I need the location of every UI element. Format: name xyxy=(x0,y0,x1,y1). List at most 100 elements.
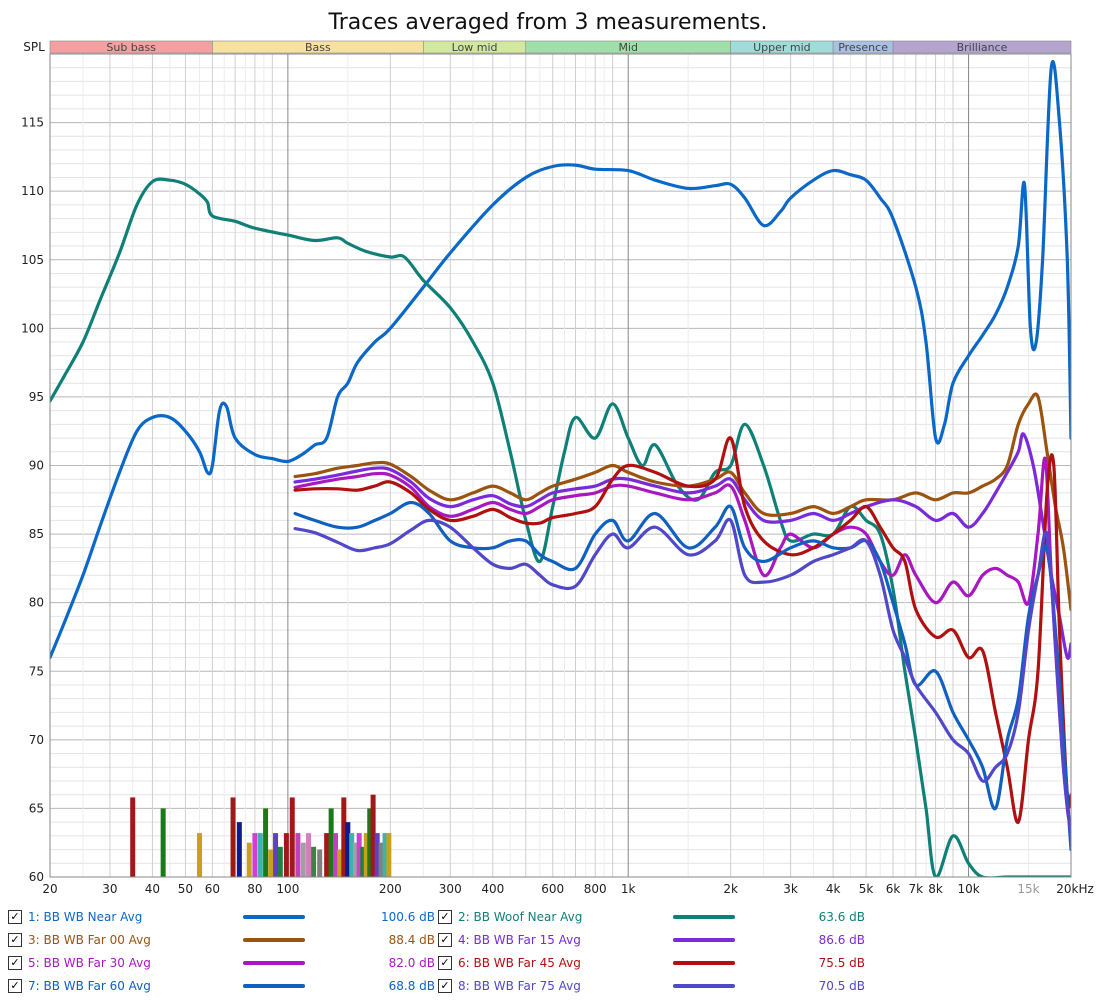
legend-label: 5: BB WB Far 30 Avg xyxy=(28,956,151,970)
legend-label: 1: BB WB Near Avg xyxy=(28,910,143,924)
legend-item-1: ✓ 1: BB WB Near Avg 100.6 dB xyxy=(8,906,435,928)
x-tick-label: 15k xyxy=(1017,882,1039,896)
x-tick-label: 30 xyxy=(102,882,117,896)
x-tick-label: 800 xyxy=(584,882,607,896)
y-axis-label: SPL xyxy=(23,40,45,54)
x-tick-label: 60 xyxy=(205,882,220,896)
y-tick-label: 65 xyxy=(29,801,44,815)
bar-22 xyxy=(337,849,343,877)
y-tick-label: 115 xyxy=(21,116,44,130)
legend-swatch xyxy=(243,915,305,919)
legend-value: 86.6 dB xyxy=(818,933,865,947)
spl-chart: Traces averaged from 3 measurements. SPL… xyxy=(21,10,1094,896)
series-line-3 xyxy=(293,392,1071,612)
bar-21 xyxy=(332,833,338,877)
bar-34 xyxy=(382,833,388,877)
bar-7 xyxy=(257,833,263,877)
legend: ✓ 1: BB WB Near Avg 100.6 dB ✓ 2: BB Woof Ne… xyxy=(0,904,1097,1001)
band-label-5: Presence xyxy=(838,41,888,54)
y-tick-label: 80 xyxy=(29,596,44,610)
series-line-2 xyxy=(50,177,1071,877)
legend-swatch xyxy=(243,938,305,942)
legend-item-8: ✓ 8: BB WB Far 75 Avg 70.5 dB xyxy=(438,975,865,997)
y-tick-label: 90 xyxy=(29,459,44,473)
x-tick-label: 2k xyxy=(723,882,738,896)
bar-6 xyxy=(252,833,258,877)
legend-value: 75.5 dB xyxy=(818,956,865,970)
legend-checkbox[interactable]: ✓ xyxy=(8,933,22,947)
bar-1 xyxy=(160,808,166,877)
x-tick-label: 10k xyxy=(957,882,979,896)
legend-swatch xyxy=(673,938,735,942)
legend-swatch xyxy=(673,961,735,965)
series-lines xyxy=(50,59,1071,877)
legend-value: 82.0 dB xyxy=(388,956,435,970)
bar-29 xyxy=(363,833,369,877)
bar-33 xyxy=(378,842,384,877)
series-line-7 xyxy=(293,500,1071,852)
legend-item-7: ✓ 7: BB WB Far 60 Avg 68.8 dB xyxy=(8,975,435,997)
bar-23 xyxy=(341,797,347,877)
legend-checkbox[interactable]: ✓ xyxy=(8,956,22,970)
chart-title: Traces averaged from 3 measurements. xyxy=(328,10,768,35)
legend-checkbox[interactable]: ✓ xyxy=(8,910,22,924)
y-tick-label: 110 xyxy=(21,184,44,198)
bar-12 xyxy=(283,833,289,877)
legend-item-5: ✓ 5: BB WB Far 30 Avg 82.0 dB xyxy=(8,952,435,974)
y-tick-label: 100 xyxy=(21,321,44,335)
x-tick-label: 20kHz xyxy=(1056,882,1094,896)
x-tick-label: 300 xyxy=(439,882,462,896)
x-tick-label: 200 xyxy=(379,882,402,896)
y-tick-labels: 60 65 70 75 80 85 90 95 100 105 110 115 xyxy=(21,116,44,884)
series-line-5 xyxy=(293,456,1071,824)
x-tick-label: 7k xyxy=(909,882,924,896)
series-line-8 xyxy=(293,517,1071,838)
bar-15 xyxy=(300,842,306,877)
bar-30 xyxy=(367,808,373,877)
bar-19 xyxy=(324,833,330,877)
x-tick-label: 100 xyxy=(276,882,299,896)
legend-swatch xyxy=(243,961,305,965)
band-label-6: Brilliance xyxy=(957,41,1008,54)
y-tick-label: 75 xyxy=(29,664,44,678)
bar-3 xyxy=(230,797,236,877)
legend-item-6: ✓ 6: BB WB Far 45 Avg 75.5 dB xyxy=(438,952,865,974)
x-tick-label: 80 xyxy=(247,882,262,896)
y-tick-label: 70 xyxy=(29,733,44,747)
x-tick-label: 8k xyxy=(928,882,943,896)
y-tick-label: 85 xyxy=(29,527,44,541)
legend-value: 70.5 dB xyxy=(818,979,865,993)
legend-label: 7: BB WB Far 60 Avg xyxy=(28,979,151,993)
legend-checkbox[interactable]: ✓ xyxy=(438,910,452,924)
x-tick-label: 400 xyxy=(481,882,504,896)
x-tick-label: 4k xyxy=(826,882,841,896)
bar-24 xyxy=(345,822,351,877)
legend-value: 63.6 dB xyxy=(818,910,865,924)
legend-value: 88.4 dB xyxy=(388,933,435,947)
bar-35 xyxy=(386,833,392,877)
legend-item-4: ✓ 4: BB WB Far 15 Avg 86.6 dB xyxy=(438,929,865,951)
band-label-4: Upper mid xyxy=(753,41,811,54)
legend-checkbox[interactable]: ✓ xyxy=(438,933,452,947)
bar-27 xyxy=(356,833,362,877)
bar-11 xyxy=(277,846,283,877)
band-label-0: Sub bass xyxy=(106,41,156,54)
legend-checkbox[interactable]: ✓ xyxy=(8,979,22,993)
band-label-3: Mid xyxy=(618,41,638,54)
legend-checkbox[interactable]: ✓ xyxy=(438,956,452,970)
x-tick-label: 6k xyxy=(886,882,901,896)
bar-32 xyxy=(374,833,380,877)
legend-checkbox[interactable]: ✓ xyxy=(438,979,452,993)
bar-17 xyxy=(311,846,317,877)
plot-frame xyxy=(49,53,1072,878)
x-tick-labels: 20 30 40 50 60 80 100 200 300 400 600 800 1k 2k 3k 4k 5k… xyxy=(42,882,1093,896)
bar-14 xyxy=(295,833,301,877)
series-line-1 xyxy=(50,59,1071,660)
x-tick-label: 1k xyxy=(621,882,636,896)
bar-4 xyxy=(236,822,242,877)
series-line-6 xyxy=(293,436,1071,824)
band-label-2: Low mid xyxy=(452,41,498,54)
bar-28 xyxy=(360,846,366,877)
bar-10 xyxy=(273,833,279,877)
series-line-4 xyxy=(293,432,1071,660)
